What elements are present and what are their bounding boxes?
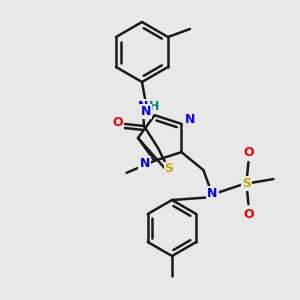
Text: N: N [138,100,148,112]
Text: N: N [140,157,150,170]
Text: O: O [243,146,254,159]
Text: N: N [140,105,151,118]
Text: N: N [185,113,196,126]
Text: H: H [149,100,159,112]
Text: O: O [243,208,254,220]
Text: O: O [113,116,123,130]
Text: S: S [242,177,251,190]
Text: N: N [207,187,218,200]
Text: S: S [164,163,173,176]
